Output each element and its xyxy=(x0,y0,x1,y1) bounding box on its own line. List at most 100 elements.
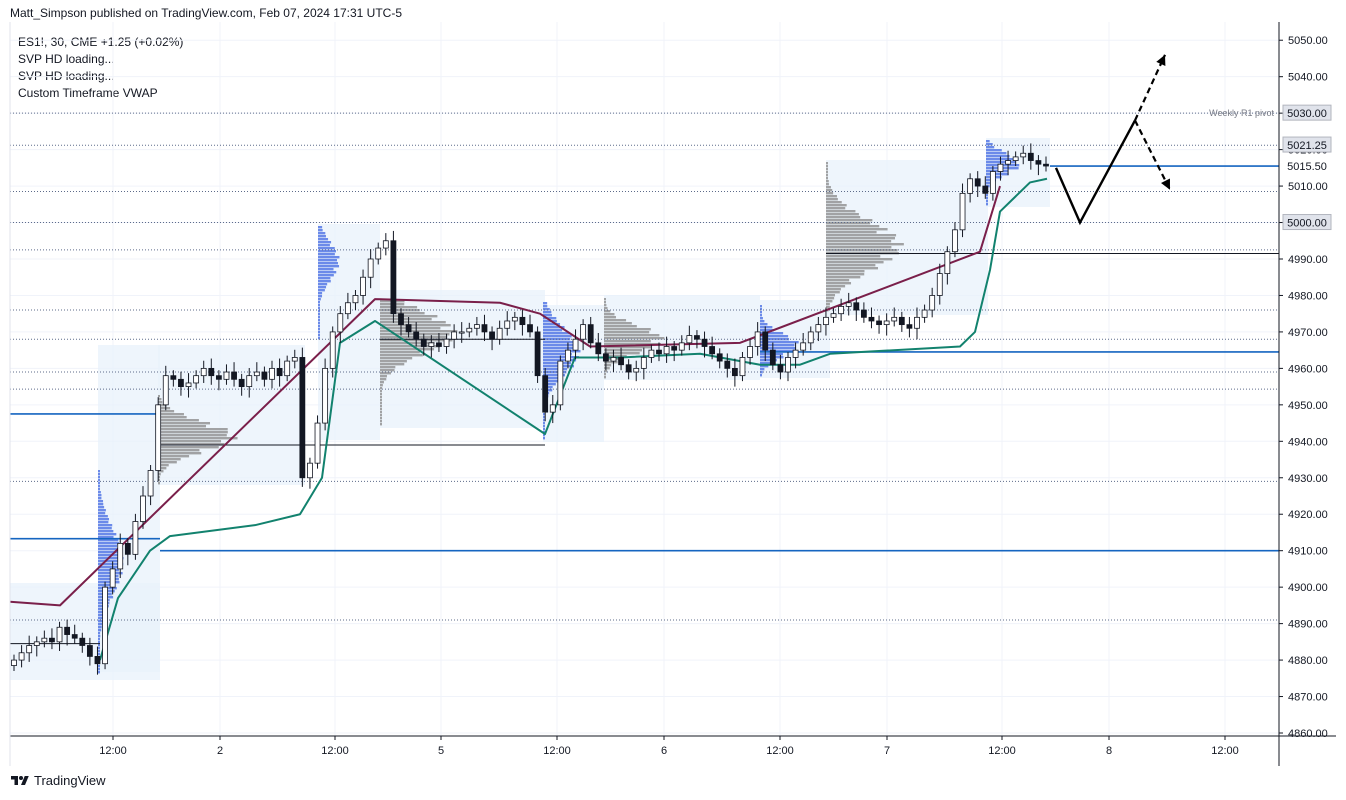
volume-profile-bar xyxy=(760,371,763,374)
volume-profile-bar xyxy=(826,162,828,165)
volume-profile-bar xyxy=(158,425,206,428)
volume-profile-bar xyxy=(158,443,225,446)
volume-profile-bar xyxy=(318,274,334,277)
volume-profile-bar xyxy=(158,452,202,455)
volume-profile-bar xyxy=(826,165,828,168)
candle-body xyxy=(989,171,996,194)
candle-body xyxy=(906,324,913,329)
volume-profile-bar xyxy=(318,310,320,313)
volume-profile-bar xyxy=(380,378,387,381)
volume-profile-bar xyxy=(543,344,575,347)
candle-body xyxy=(701,338,708,347)
volume-profile-bar xyxy=(158,458,181,461)
volume-profile-bar xyxy=(986,155,1010,158)
volume-profile-bar xyxy=(98,557,124,560)
volume-profile-bar xyxy=(826,228,888,231)
y-axis-tick-label: 4980.00 xyxy=(1288,290,1328,302)
volume-profile-bar xyxy=(318,322,320,325)
volume-profile-bar xyxy=(543,416,545,419)
y-axis-tick-label: 4960.00 xyxy=(1288,363,1328,375)
tradingview-footer[interactable]: TradingView xyxy=(10,773,106,788)
candle-body xyxy=(739,357,746,377)
volume-profile-bar xyxy=(604,346,652,349)
candle-body xyxy=(200,367,207,377)
price-label-text: 5015.50 xyxy=(1287,161,1327,173)
volume-profile-bar xyxy=(98,641,100,644)
candle-body xyxy=(754,331,761,347)
candle-body xyxy=(640,357,647,369)
session-profile-box xyxy=(543,305,604,442)
volume-profile-bar xyxy=(543,359,577,362)
candles-layer xyxy=(11,143,1049,675)
volume-profile-bar xyxy=(604,349,642,352)
volume-profile-bar xyxy=(826,291,840,294)
volume-profile-bar xyxy=(98,506,105,509)
volume-profile-bar xyxy=(318,301,320,304)
volume-profile-bar xyxy=(604,319,627,322)
candle-body xyxy=(883,320,890,326)
candle-body xyxy=(458,331,465,334)
candle-body xyxy=(337,313,344,333)
volume-profile-bar xyxy=(318,262,338,265)
y-axis-tick-label: 4970.00 xyxy=(1288,327,1328,339)
volume-profile-bar xyxy=(98,560,119,563)
x-axis-tick-label: 8 xyxy=(1106,745,1112,757)
volume-profile-bar xyxy=(826,255,881,258)
candle-body xyxy=(511,316,518,322)
volume-profile-bar xyxy=(380,420,382,423)
volume-profile-bar xyxy=(98,584,114,587)
volume-profile-bar xyxy=(318,337,320,340)
volume-profile-bar xyxy=(826,174,828,177)
price-label-text: 5030.00 xyxy=(1287,108,1327,120)
volume-profile-bar xyxy=(158,473,161,476)
candle-body xyxy=(974,178,981,187)
volume-profile-bar xyxy=(318,286,327,289)
candle-body xyxy=(967,178,974,194)
indicator-legend-svp-1[interactable]: SVP HD loading... xyxy=(18,52,115,66)
volume-profile-bar xyxy=(760,362,771,365)
indicator-legend-svp-2[interactable]: SVP HD loading... xyxy=(18,69,115,83)
volume-profile-bar xyxy=(380,390,382,393)
volume-profile-bar xyxy=(98,575,119,578)
candle-body xyxy=(413,331,420,340)
volume-profile-bar xyxy=(826,267,879,270)
candle-body xyxy=(610,357,617,362)
indicator-legend-vwap[interactable]: Custom Timeframe VWAP xyxy=(18,86,158,100)
volume-profile-bar xyxy=(380,363,405,366)
volume-profile-bar xyxy=(158,455,190,458)
volume-profile-bar xyxy=(604,340,651,343)
volume-profile-bar xyxy=(158,461,177,464)
candle-body xyxy=(489,331,495,340)
candle-body xyxy=(678,342,685,351)
volume-profile-bar xyxy=(98,527,112,530)
volume-profile-bar xyxy=(826,213,859,216)
volume-profile-bar xyxy=(826,261,884,264)
volume-profile-bar xyxy=(826,243,904,246)
candle-body xyxy=(269,367,275,380)
candle-body xyxy=(420,338,427,347)
volume-profile-bar xyxy=(604,334,660,337)
volume-profile-bar xyxy=(986,146,995,149)
symbol-legend-line[interactable]: ES1!, 30, CME +1.25 (+0.02%) xyxy=(18,35,184,49)
volume-profile-bar xyxy=(380,360,407,363)
volume-profile-bar xyxy=(158,398,162,401)
volume-profile-bar xyxy=(318,253,335,256)
candle-body xyxy=(231,371,237,380)
candle-body xyxy=(853,302,860,311)
candle-body xyxy=(838,305,845,315)
volume-profile-bar xyxy=(604,313,615,316)
volume-profile-bar xyxy=(98,638,100,641)
y-axis-tick-label: 4940.00 xyxy=(1288,436,1328,448)
volume-profile-bar xyxy=(318,250,336,253)
volume-profile-bar xyxy=(98,623,103,626)
volume-profile-bar xyxy=(98,470,100,473)
candle-body xyxy=(625,364,632,373)
volume-profile-bar xyxy=(986,200,988,203)
candle-body xyxy=(71,634,78,639)
volume-profile-bar xyxy=(380,306,418,309)
volume-profile-bar xyxy=(380,417,382,420)
candle-body xyxy=(451,331,458,340)
volume-profile-bar xyxy=(318,292,323,295)
candle-body xyxy=(542,375,549,413)
